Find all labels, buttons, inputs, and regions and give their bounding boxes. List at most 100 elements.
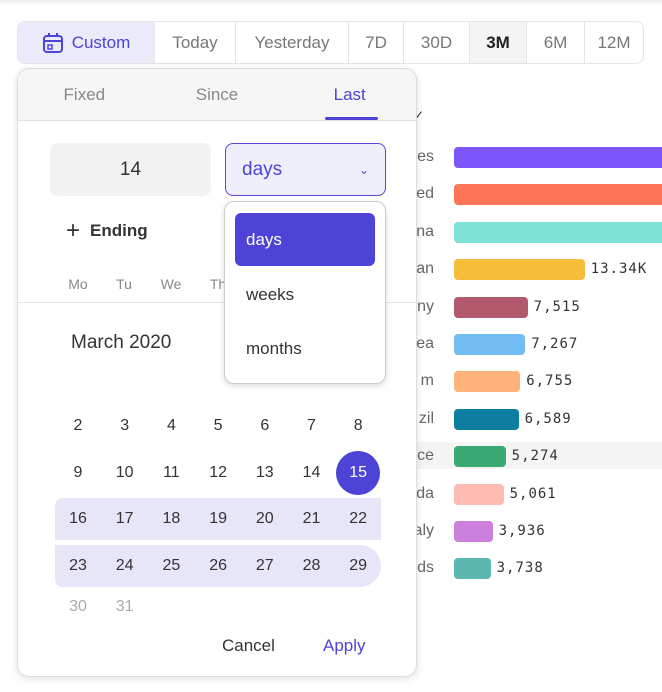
bar-label: es <box>417 148 434 165</box>
unit-value: days <box>242 158 283 180</box>
range-highlight <box>55 498 381 540</box>
month-title: March 2020 <box>71 332 172 353</box>
check-icon: ✓ <box>414 108 425 122</box>
bar-label: da <box>416 484 434 502</box>
active-tab-indicator <box>325 117 378 120</box>
plus-icon: + <box>66 217 81 244</box>
bar-value: 3,738 <box>496 560 544 577</box>
add-ending-button[interactable]: + Ending <box>66 217 148 245</box>
calendar-icon <box>42 32 63 53</box>
bar-label: ea <box>416 335 434 352</box>
unit-option-months[interactable]: months <box>246 338 302 358</box>
ending-label: Ending <box>90 221 148 240</box>
bar-value: 7,515 <box>533 298 581 315</box>
calendar-day[interactable]: 26 <box>209 557 227 575</box>
range-yesterday[interactable]: Yesterday <box>236 22 349 63</box>
calendar-day[interactable]: 29 <box>349 557 368 575</box>
calendar-day[interactable]: 12 <box>209 463 227 481</box>
custom-range-button[interactable]: Custom <box>18 22 155 63</box>
tab-fixed[interactable]: Fixed <box>63 84 106 104</box>
calendar-day[interactable]: 28 <box>302 557 321 575</box>
amount-input[interactable]: 14 <box>50 143 211 196</box>
calendar-day[interactable]: 9 <box>73 463 83 481</box>
calendar-day[interactable]: 27 <box>255 557 274 575</box>
bar[interactable] <box>454 408 519 430</box>
calendar-day[interactable]: 30 <box>69 597 87 615</box>
bar-label: zil <box>418 409 434 427</box>
bar-value: 6,589 <box>524 410 572 427</box>
weekday: Tu <box>116 276 132 292</box>
calendar-day[interactable]: 6 <box>260 417 270 434</box>
custom-label: Custom <box>71 32 131 52</box>
bar-label: an <box>416 260 434 278</box>
calendar-day[interactable]: 23 <box>69 557 87 575</box>
unit-dropdown: days weeks months <box>224 201 386 384</box>
calendar-day[interactable]: 18 <box>162 510 181 528</box>
bar-value: 3,936 <box>498 523 546 539</box>
calendar-day[interactable]: 31 <box>115 597 134 615</box>
bar-label: m <box>420 372 434 390</box>
date-range-selector: Custom Today Yesterday 7D 30D 3M 6M 12M <box>17 21 644 64</box>
unit-option-days[interactable]: days <box>235 213 375 266</box>
cancel-button[interactable]: Cancel <box>222 636 275 655</box>
range-today[interactable]: Today <box>155 22 236 63</box>
calendar-day[interactable]: 5 <box>213 417 223 434</box>
bar[interactable] <box>454 371 521 393</box>
bar[interactable] <box>454 184 662 206</box>
bar[interactable] <box>454 296 528 318</box>
range-6m[interactable]: 6M <box>527 22 585 63</box>
divider <box>18 302 416 303</box>
calendar-day[interactable]: 2 <box>73 417 83 434</box>
chevron-down-icon: ⌄ <box>358 162 369 177</box>
calendar-day[interactable]: 15 <box>336 450 381 495</box>
range-12m[interactable]: 12M <box>597 32 631 52</box>
row-highlight <box>400 442 662 469</box>
calendar-day[interactable]: 14 <box>302 463 321 481</box>
bar[interactable] <box>454 259 585 281</box>
bar-value: 5,061 <box>509 485 557 502</box>
bar[interactable] <box>454 334 526 355</box>
bar-label: ce <box>417 447 434 465</box>
bar-value: 6,755 <box>526 373 574 390</box>
calendar-day[interactable]: 17 <box>115 510 134 528</box>
bar-label: ds <box>417 559 434 577</box>
calendar-day[interactable]: 3 <box>120 417 130 434</box>
calendar-day[interactable]: 4 <box>166 417 176 434</box>
bar-label: na <box>416 222 434 240</box>
range-7d[interactable]: 7D <box>349 22 404 63</box>
range-3m[interactable]: 3M <box>470 22 527 63</box>
bar-value: 13.34K <box>590 261 648 278</box>
bar-label: aly <box>413 522 434 539</box>
bar[interactable] <box>454 446 506 468</box>
weekday: We <box>160 276 182 292</box>
bar[interactable] <box>454 558 491 580</box>
calendar-day[interactable]: 11 <box>163 463 180 481</box>
calendar-day[interactable]: 20 <box>255 510 274 528</box>
bar[interactable] <box>454 483 504 505</box>
range-30d[interactable]: 30D <box>404 22 470 63</box>
apply-button[interactable]: Apply <box>323 636 366 655</box>
tab-last[interactable]: Last <box>333 84 366 104</box>
calendar-day[interactable]: 8 <box>353 417 363 434</box>
bar[interactable] <box>454 147 662 168</box>
weekday: Th <box>209 276 227 292</box>
bar-value: 5,274 <box>511 448 559 465</box>
unit-select[interactable]: days ⌄ <box>225 143 386 196</box>
calendar-day[interactable]: 22 <box>349 510 368 528</box>
unit-option-weeks[interactable]: weeks <box>246 284 295 304</box>
bar[interactable] <box>454 221 662 243</box>
calendar-day[interactable]: 16 <box>69 510 87 528</box>
bar-value: 7,267 <box>531 336 579 352</box>
calendar-day[interactable]: 7 <box>307 417 316 434</box>
weekday: Mo <box>68 276 88 292</box>
tab-since[interactable]: Since <box>195 84 239 104</box>
calendar-day[interactable]: 24 <box>115 557 134 575</box>
calendar-day[interactable]: 21 <box>302 510 321 528</box>
calendar-day[interactable]: 25 <box>162 557 181 575</box>
bar[interactable] <box>454 521 493 542</box>
bar-label: ed <box>416 185 434 203</box>
calendar-day[interactable]: 19 <box>209 510 227 528</box>
calendar-day[interactable]: 10 <box>115 463 134 481</box>
bar-label: ny <box>417 297 434 315</box>
calendar-day[interactable]: 13 <box>255 463 274 481</box>
